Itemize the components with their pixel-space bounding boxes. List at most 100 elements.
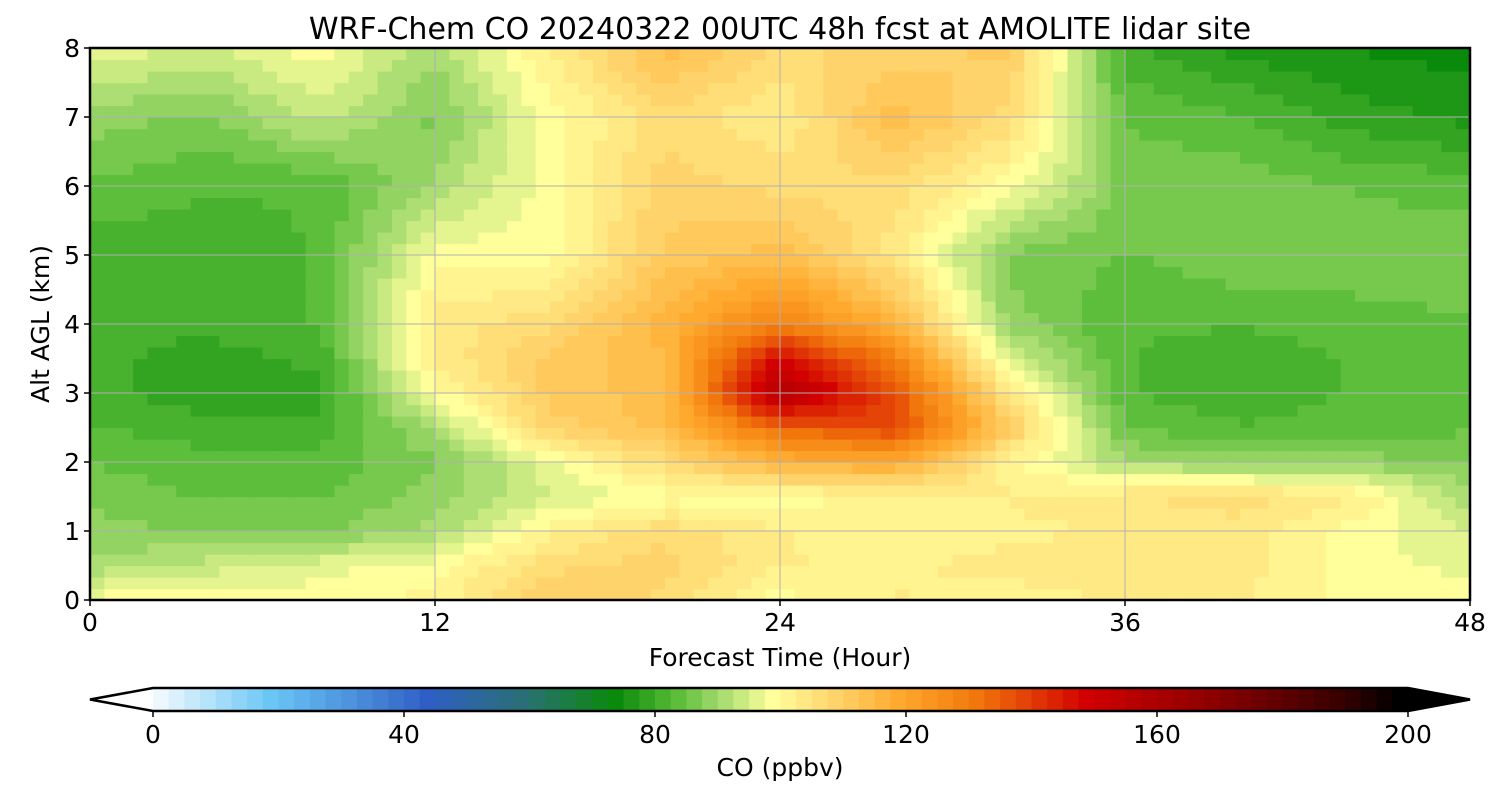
heatmap-cell	[161, 519, 177, 532]
heatmap-cell	[1398, 82, 1414, 95]
heatmap-cell	[104, 588, 120, 601]
heatmap-cell	[981, 117, 997, 130]
heatmap-cell	[305, 519, 321, 532]
heatmap-cell	[1441, 301, 1457, 314]
heatmap-cell	[1383, 324, 1399, 337]
heatmap-cell	[794, 82, 810, 95]
heatmap-cell	[1268, 94, 1284, 107]
heatmap-cell	[938, 542, 954, 555]
heatmap-cell	[219, 59, 235, 72]
heatmap-cell	[1139, 565, 1155, 578]
heatmap-cell	[1067, 358, 1083, 371]
heatmap-cell	[435, 312, 450, 325]
heatmap-cell	[938, 243, 954, 256]
heatmap-cell	[1426, 128, 1442, 141]
heatmap-cell	[1225, 289, 1241, 302]
heatmap-cell	[449, 151, 465, 164]
heatmap-cell	[665, 163, 680, 176]
heatmap-cell	[851, 174, 867, 187]
heatmap-cell	[118, 496, 134, 509]
heatmap-cell	[851, 358, 867, 371]
heatmap-cell	[693, 347, 709, 360]
heatmap-cell	[751, 335, 767, 348]
heatmap-cell	[1067, 255, 1083, 268]
heatmap-cell	[966, 186, 982, 199]
heatmap-cell	[219, 128, 235, 141]
heatmap-cell	[1311, 450, 1327, 463]
heatmap-cell	[722, 59, 738, 72]
heatmap-cell	[1053, 128, 1069, 141]
heatmap-cell	[1182, 151, 1198, 164]
heatmap-cell	[1125, 163, 1140, 176]
heatmap-cell	[1369, 473, 1385, 486]
heatmap-cell	[1455, 588, 1471, 601]
heatmap-cell	[190, 151, 206, 164]
heatmap-cell	[564, 266, 580, 279]
heatmap-cell	[679, 151, 695, 164]
heatmap-cell	[118, 324, 134, 337]
heatmap-cell	[406, 163, 422, 176]
colorbar-cell	[1266, 688, 1283, 711]
heatmap-cell	[636, 450, 652, 463]
heatmap-cell	[1326, 117, 1342, 130]
heatmap-cell	[1340, 554, 1356, 567]
heatmap-cell	[1398, 565, 1414, 578]
heatmap-cell	[636, 243, 652, 256]
heatmap-cell	[1283, 128, 1299, 141]
heatmap-cells	[90, 48, 1471, 601]
heatmap-cell	[1139, 473, 1155, 486]
heatmap-cell	[1297, 531, 1313, 544]
heatmap-cell	[1182, 140, 1198, 153]
heatmap-cell	[219, 151, 235, 164]
heatmap-cell	[1125, 71, 1140, 84]
heatmap-cell	[679, 439, 695, 452]
heatmap-cell	[679, 243, 695, 256]
heatmap-cell	[909, 105, 925, 118]
heatmap-cell	[1053, 301, 1069, 314]
heatmap-cell	[1096, 462, 1112, 475]
heatmap-cell	[837, 393, 853, 406]
heatmap-cell	[708, 301, 724, 314]
heatmap-cell	[593, 220, 609, 233]
heatmap-cell	[219, 358, 235, 371]
heatmap-cell	[1153, 370, 1169, 383]
heatmap-cell	[449, 542, 465, 555]
heatmap-cell	[621, 48, 637, 61]
heatmap-cell	[895, 508, 910, 521]
heatmap-cell	[1441, 462, 1457, 475]
heatmap-cell	[1355, 393, 1370, 406]
heatmap-cell	[233, 209, 249, 222]
heatmap-cell	[550, 542, 565, 555]
heatmap-cell	[966, 312, 982, 325]
heatmap-cell	[966, 531, 982, 544]
heatmap-cell	[1383, 404, 1399, 417]
heatmap-cell	[1153, 324, 1169, 337]
heatmap-cell	[233, 82, 249, 95]
heatmap-cell	[981, 416, 997, 429]
heatmap-cell	[1441, 335, 1457, 348]
heatmap-cell	[1182, 174, 1198, 187]
heatmap-cell	[650, 381, 666, 394]
heatmap-cell	[463, 243, 479, 256]
heatmap-cell	[1024, 48, 1040, 61]
heatmap-cell	[1182, 59, 1198, 72]
heatmap-cell	[851, 105, 867, 118]
heatmap-cell	[1081, 278, 1097, 291]
heatmap-cell	[981, 128, 997, 141]
heatmap-cell	[995, 151, 1011, 164]
heatmap-cell	[1355, 404, 1370, 417]
heatmap-cell	[1125, 427, 1140, 440]
heatmap-cell	[391, 565, 407, 578]
heatmap-cell	[981, 278, 997, 291]
heatmap-cell	[665, 128, 680, 141]
heatmap-cell	[995, 128, 1011, 141]
heatmap-cell	[1010, 439, 1025, 452]
heatmap-cell	[851, 151, 867, 164]
heatmap-cell	[492, 519, 508, 532]
heatmap-cell	[1455, 519, 1471, 532]
heatmap-cell	[478, 163, 494, 176]
heatmap-cell	[406, 289, 422, 302]
heatmap-cell	[90, 140, 105, 153]
heatmap-cell	[909, 48, 925, 61]
heatmap-cell	[205, 404, 220, 417]
